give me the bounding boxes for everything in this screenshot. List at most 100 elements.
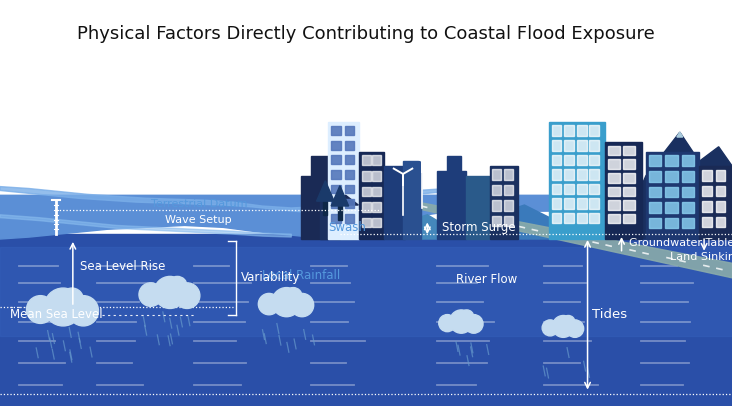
Bar: [492, 216, 501, 227]
Polygon shape: [331, 185, 348, 206]
Bar: [362, 155, 371, 165]
Bar: [577, 198, 587, 209]
Bar: [624, 173, 635, 183]
Bar: [492, 185, 501, 195]
Bar: [577, 213, 587, 223]
Polygon shape: [340, 210, 466, 239]
Polygon shape: [573, 132, 732, 239]
Bar: [590, 198, 599, 209]
Bar: [608, 200, 620, 210]
Circle shape: [259, 293, 280, 315]
Bar: [331, 170, 341, 179]
Bar: [624, 200, 635, 210]
Text: Physical Factors Directly Contributing to Coastal Flood Exposure: Physical Factors Directly Contributing t…: [77, 26, 655, 43]
Bar: [590, 184, 599, 194]
Bar: [564, 125, 574, 136]
Text: Local Rainfall: Local Rainfall: [262, 269, 340, 282]
Bar: [504, 216, 513, 227]
Bar: [552, 184, 561, 194]
Bar: [590, 125, 599, 136]
Bar: [577, 184, 587, 194]
Bar: [608, 146, 620, 155]
Circle shape: [272, 288, 301, 317]
Bar: [577, 140, 587, 151]
Bar: [716, 185, 725, 196]
Bar: [665, 218, 678, 228]
Bar: [372, 171, 381, 181]
Bar: [446, 157, 461, 171]
Bar: [716, 201, 725, 212]
Bar: [323, 201, 327, 215]
Bar: [577, 154, 587, 165]
Bar: [608, 187, 620, 196]
Circle shape: [174, 283, 200, 309]
Bar: [624, 187, 635, 196]
Bar: [702, 170, 712, 181]
Bar: [648, 171, 661, 182]
Bar: [665, 171, 678, 182]
Circle shape: [439, 315, 456, 332]
Bar: [682, 202, 694, 213]
Polygon shape: [437, 200, 583, 239]
Bar: [665, 187, 678, 197]
Bar: [362, 171, 371, 181]
Text: Land Sinking: Land Sinking: [670, 251, 742, 262]
Bar: [716, 217, 725, 227]
Bar: [335, 205, 357, 239]
Bar: [665, 202, 678, 213]
Bar: [552, 213, 561, 223]
Bar: [590, 169, 599, 180]
Circle shape: [562, 316, 575, 329]
Bar: [646, 152, 699, 239]
Bar: [624, 159, 635, 169]
Bar: [490, 166, 518, 239]
Bar: [504, 200, 513, 211]
Text: Terrestrial Datum: Terrestrial Datum: [151, 199, 247, 209]
Bar: [403, 162, 421, 239]
Bar: [716, 170, 725, 181]
Bar: [331, 126, 341, 135]
Bar: [564, 198, 574, 209]
Bar: [564, 140, 574, 151]
Bar: [682, 218, 694, 228]
Bar: [437, 171, 466, 239]
Bar: [702, 217, 712, 227]
Text: Variability: Variability: [241, 272, 300, 284]
Bar: [345, 199, 354, 208]
Bar: [624, 214, 635, 223]
Polygon shape: [379, 200, 732, 278]
Bar: [362, 187, 371, 196]
Bar: [699, 166, 732, 239]
Bar: [665, 155, 678, 166]
Circle shape: [460, 310, 474, 324]
Bar: [552, 140, 561, 151]
Bar: [608, 214, 620, 223]
Bar: [372, 202, 381, 212]
Text: Storm Surge: Storm Surge: [442, 221, 516, 234]
Bar: [702, 185, 712, 196]
Bar: [384, 166, 405, 239]
Polygon shape: [600, 157, 604, 162]
Bar: [345, 141, 354, 150]
Bar: [648, 155, 661, 166]
Circle shape: [139, 283, 162, 306]
Bar: [492, 169, 501, 180]
Bar: [590, 213, 599, 223]
Bar: [682, 155, 694, 166]
Bar: [577, 169, 587, 180]
Polygon shape: [0, 234, 732, 406]
Bar: [549, 122, 605, 239]
Bar: [564, 184, 574, 194]
Circle shape: [566, 320, 584, 337]
Bar: [577, 125, 587, 136]
Bar: [372, 218, 381, 227]
Bar: [504, 169, 513, 180]
Bar: [338, 206, 342, 220]
Text: Groundwater Table: Groundwater Table: [630, 238, 734, 248]
Bar: [311, 157, 328, 176]
Bar: [648, 218, 661, 228]
Bar: [331, 185, 341, 193]
Circle shape: [26, 296, 54, 323]
Polygon shape: [317, 181, 334, 201]
Bar: [345, 126, 354, 135]
